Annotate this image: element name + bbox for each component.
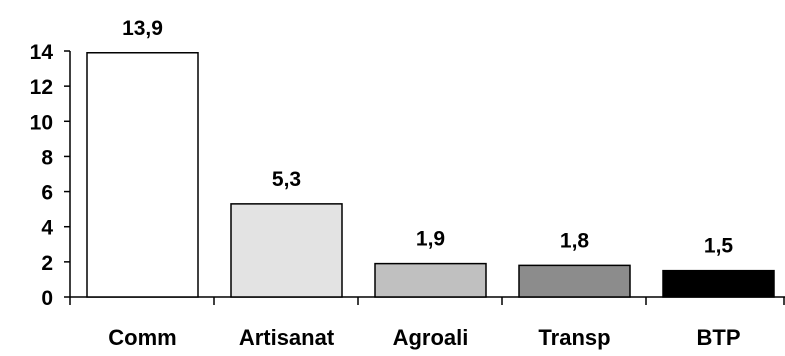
y-tick-label: 12 [30, 76, 53, 99]
x-category-label: Transp [538, 325, 610, 350]
bar-transp [518, 264, 631, 298]
y-tick-label: 4 [41, 217, 53, 240]
data-label-transp: 1,8 [560, 229, 590, 252]
y-tick-label: 10 [30, 111, 53, 134]
y-tick-label: 14 [30, 41, 54, 64]
x-category-label: Artisanat [239, 325, 335, 350]
data-label-artisanat: 5,3 [272, 168, 301, 191]
bar-artisanat [230, 203, 343, 298]
x-axis: Comm Artisanat Agroali Transp BTP [69, 296, 785, 350]
bars [86, 52, 775, 298]
y-tick-label: 6 [41, 182, 53, 205]
bar-btp [662, 269, 775, 298]
data-label-agroali: 1,9 [416, 228, 445, 251]
y-tick-label: 2 [41, 252, 53, 275]
y-tick-label: 8 [41, 146, 53, 169]
data-labels: 13,9 5,3 1,9 1,8 1,5 [122, 17, 733, 258]
bar-agroali [374, 262, 487, 298]
x-category-label: Comm [108, 325, 176, 350]
data-label-comm: 13,9 [122, 17, 163, 40]
y-tick-label: 0 [41, 287, 53, 310]
data-label-btp: 1,5 [704, 235, 734, 258]
bar-comm [86, 52, 199, 298]
x-category-label: Agroali [393, 325, 469, 350]
x-category-label: BTP [697, 325, 741, 350]
y-axis: 0 2 4 6 8 10 12 14 [30, 41, 71, 310]
